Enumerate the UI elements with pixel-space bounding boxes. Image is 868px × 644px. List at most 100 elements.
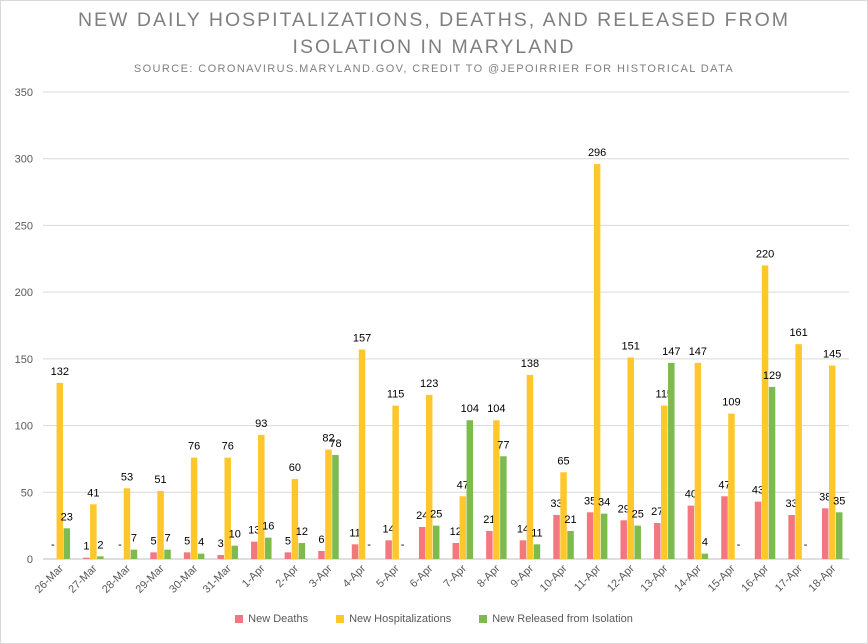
chart-subtitle: SOURCE: CORONAVIRUS.MARYLAND.GOV, CREDIT…: [133, 63, 735, 75]
bar-2-5: [231, 545, 238, 559]
bar-2-21: [768, 386, 776, 559]
data-label: 145: [823, 349, 841, 361]
x-tick-label: 8-Apr: [475, 562, 503, 590]
data-label: 21: [483, 514, 495, 526]
x-tick-label: 18-Apr: [806, 562, 838, 594]
bar-2-13: [500, 456, 507, 559]
data-label: -: [804, 539, 808, 551]
bar-2-17: [634, 525, 641, 559]
legend-item-deaths: New Deaths: [235, 613, 308, 625]
bar-2-12: [466, 420, 474, 559]
data-label: 60: [289, 462, 301, 474]
data-label: 123: [420, 378, 438, 390]
bar-0-1: [83, 557, 90, 559]
x-tick-label: 2-Apr: [273, 562, 301, 590]
bar-2-16: [600, 513, 608, 559]
legend-item-hospitalizations: New Hospitalizations: [336, 613, 451, 625]
bar-0-10: [385, 540, 392, 559]
y-tick-label: 300: [15, 154, 33, 166]
bar-1-9: [358, 349, 366, 559]
legend-item-released: New Released from Isolation: [479, 613, 633, 625]
data-label: 147: [689, 346, 707, 358]
data-label: 25: [430, 509, 442, 521]
y-tick-label: 150: [15, 354, 33, 366]
x-tick-label: 12-Apr: [605, 562, 637, 594]
data-label: 25: [632, 509, 644, 521]
x-tick-label: 5-Apr: [374, 562, 402, 590]
data-label: 53: [121, 471, 133, 483]
bar-1-3: [157, 490, 164, 559]
data-label: 2: [97, 539, 103, 551]
bar-2-6: [265, 537, 272, 559]
bar-1-8: [325, 449, 332, 559]
x-tick-label: 17-Apr: [773, 562, 805, 594]
bar-0-13: [486, 530, 493, 559]
data-label: -: [367, 539, 371, 551]
bar-0-19: [687, 505, 695, 559]
data-label: 115: [387, 389, 405, 401]
legend: New Deaths New Hospitalizations New Rele…: [1, 613, 867, 625]
bar-0-18: [654, 522, 661, 559]
bar-1-22: [795, 344, 802, 559]
x-tick-label: 6-Apr: [408, 562, 436, 590]
data-label: 43: [752, 485, 764, 497]
x-tick-label: 29-Mar: [134, 562, 167, 595]
data-label: 33: [550, 498, 562, 510]
bar-2-15: [567, 530, 574, 559]
bar-2-8: [332, 454, 339, 559]
data-label: 138: [521, 358, 539, 370]
data-label: 78: [329, 438, 341, 450]
bar-2-1: [97, 556, 104, 559]
bar-1-0: [56, 382, 64, 559]
data-label: 47: [457, 479, 469, 491]
data-label: 29: [618, 503, 630, 515]
data-label: 65: [557, 455, 569, 467]
bar-1-18: [661, 405, 668, 559]
data-label: 14: [517, 523, 529, 535]
data-label: 12: [296, 526, 308, 538]
bar-0-23: [821, 508, 829, 559]
x-tick-label: 13-Apr: [639, 562, 671, 594]
data-label: 77: [497, 439, 509, 451]
data-label: 3: [218, 538, 224, 550]
bar-1-17: [627, 357, 634, 559]
bar-0-16: [586, 512, 594, 559]
x-tick-label: 14-Apr: [672, 562, 704, 594]
bar-1-10: [392, 405, 399, 559]
y-tick-label: 350: [15, 87, 33, 99]
bar-1-15: [560, 472, 567, 559]
legend-label-deaths: New Deaths: [248, 613, 309, 625]
bar-2-7: [298, 542, 306, 559]
y-tick-label: 50: [21, 487, 33, 499]
data-label: 1: [83, 541, 89, 553]
data-label: -: [51, 539, 55, 551]
legend-swatch-hospitalizations: [336, 615, 345, 623]
x-tick-label: 28-Mar: [100, 562, 133, 595]
bar-1-6: [258, 434, 265, 559]
x-tick-label: 16-Apr: [739, 562, 771, 594]
data-label: 7: [131, 533, 137, 545]
data-label: 4: [702, 537, 708, 549]
bar-2-23: [835, 512, 843, 559]
bar-0-17: [620, 520, 627, 559]
data-label: 82: [322, 433, 334, 445]
data-label: 40: [685, 489, 697, 501]
data-label: 24: [416, 510, 428, 522]
data-label: 11: [531, 527, 542, 539]
bar-1-7: [291, 478, 299, 559]
bar-1-2: [123, 488, 131, 559]
bar-1-23: [828, 365, 836, 559]
x-tick-label: 15-Apr: [706, 562, 738, 594]
bar-2-2: [130, 549, 138, 559]
bar-0-9: [351, 544, 359, 559]
data-label: 220: [756, 248, 774, 260]
bar-1-20: [728, 413, 735, 559]
data-label: 104: [461, 403, 479, 415]
data-label: 10: [229, 529, 241, 541]
data-label: 296: [588, 147, 606, 159]
bar-0-3: [150, 552, 157, 559]
x-tick-label: 31-Mar: [201, 562, 234, 595]
y-tick-label: 200: [15, 287, 33, 299]
bar-0-12: [452, 542, 460, 559]
